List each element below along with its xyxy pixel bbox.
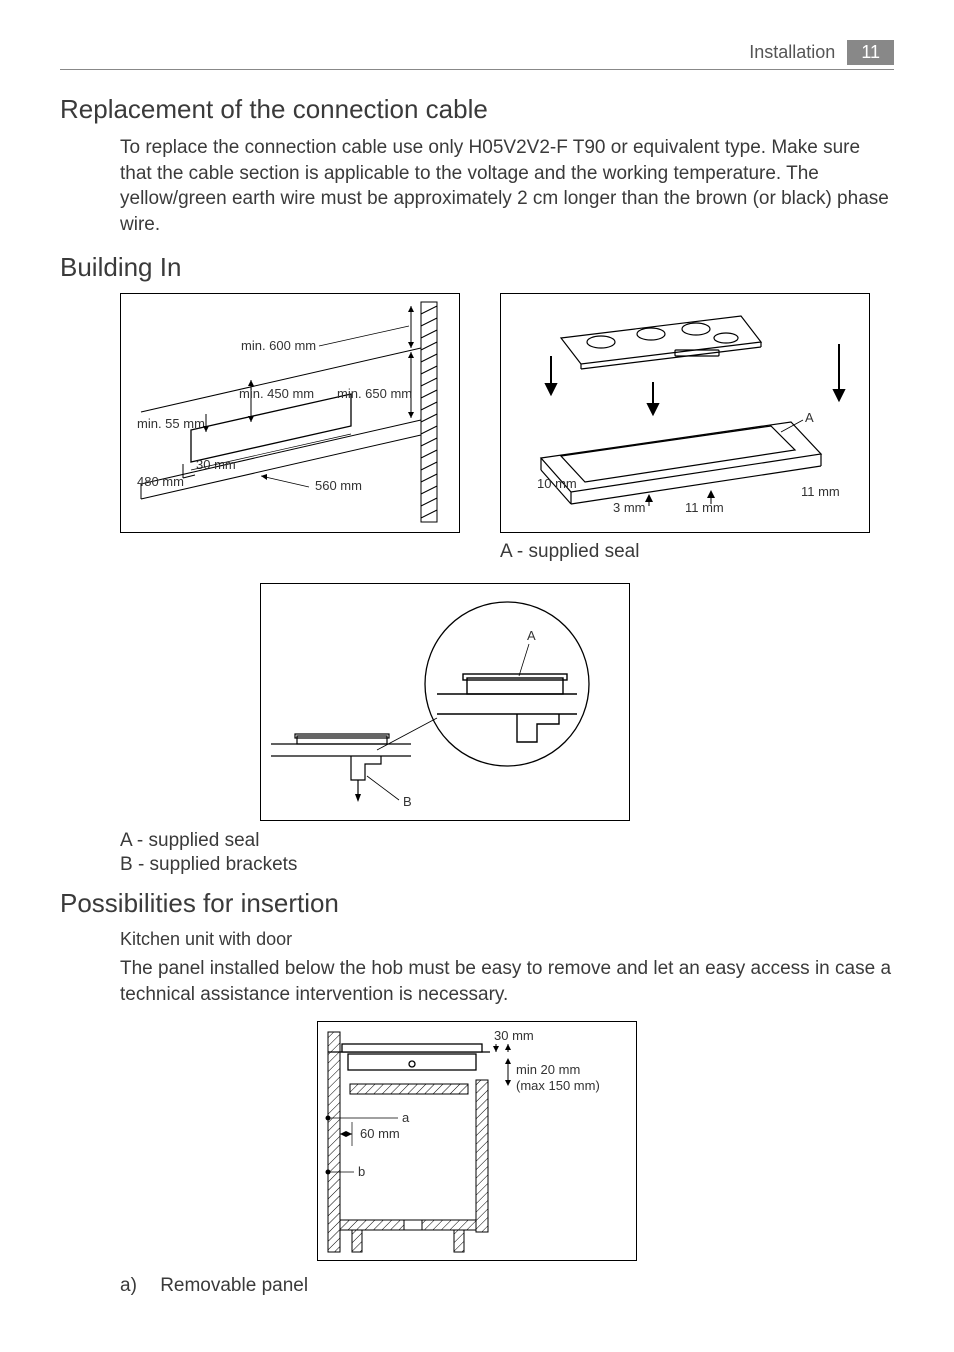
footnote-a: a) Removable panel — [120, 1275, 894, 1297]
building-in-heading: Building In — [60, 252, 894, 283]
replacement-body: To replace the connection cable use only… — [120, 135, 894, 238]
fig4-label-min20: min 20 mm — [516, 1062, 580, 1077]
fig3-caption-a: A - supplied seal — [120, 830, 259, 851]
fig1-label-min55: min. 55 mm — [137, 416, 205, 431]
fig4-label-30: 30 mm — [494, 1028, 534, 1043]
page-number: 11 — [847, 40, 894, 65]
replacement-heading: Replacement of the connection cable — [60, 94, 894, 125]
possibilities-subtitle: Kitchen unit with door — [120, 929, 894, 950]
fig2-label-A: A — [805, 410, 814, 425]
figure-kitchen-unit: 30 mm min 20 mm (max 150 mm) 60 mm a b — [317, 1021, 637, 1261]
possibilities-heading: Possibilities for insertion — [60, 888, 894, 919]
fig4-label-a: a — [402, 1110, 410, 1125]
possibilities-body: The panel installed below the hob must b… — [120, 956, 894, 1007]
figure2-caption: A - supplied seal — [500, 541, 894, 563]
header-section-label: Installation — [749, 42, 835, 63]
fig2-label-11b: 11 mm — [801, 484, 840, 499]
fig4-label-b: b — [358, 1164, 365, 1179]
fig3-label-B: B — [403, 794, 412, 809]
figure3-captions: A - supplied seal B - supplied brackets — [120, 829, 894, 878]
fig1-label-480: 480 mm — [137, 474, 184, 489]
figure-bracket-detail: A B — [260, 583, 630, 821]
fig1-label-min450: min. 450 mm — [239, 386, 314, 401]
fig1-label-min650: min. 650 mm — [337, 386, 412, 401]
fig2-label-3: 3 mm — [613, 500, 646, 515]
figure-hob-aperture: A 10 mm 3 mm 11 mm 11 mm — [500, 293, 870, 533]
fig2-label-11a: 11 mm — [685, 500, 724, 515]
fig3-label-A: A — [527, 628, 536, 643]
figure-row-1: 30 mm min. 600 mm min. 650 mm min. 450 m… — [120, 293, 894, 533]
page-header: Installation 11 — [60, 40, 894, 70]
fig4-label-max150: (max 150 mm) — [516, 1078, 600, 1093]
fig1-label-min600: min. 600 mm — [241, 338, 316, 353]
footnote-text: Removable panel — [160, 1275, 308, 1296]
fig2-label-10: 10 mm — [537, 476, 577, 491]
fig3-caption-b: B - supplied brackets — [120, 854, 297, 875]
fig1-label-560: 560 mm — [315, 478, 362, 493]
fig4-label-60: 60 mm — [360, 1126, 400, 1141]
footnote-marker: a) — [120, 1275, 137, 1296]
figure-cutout-dimensions: 30 mm min. 600 mm min. 650 mm min. 450 m… — [120, 293, 460, 533]
